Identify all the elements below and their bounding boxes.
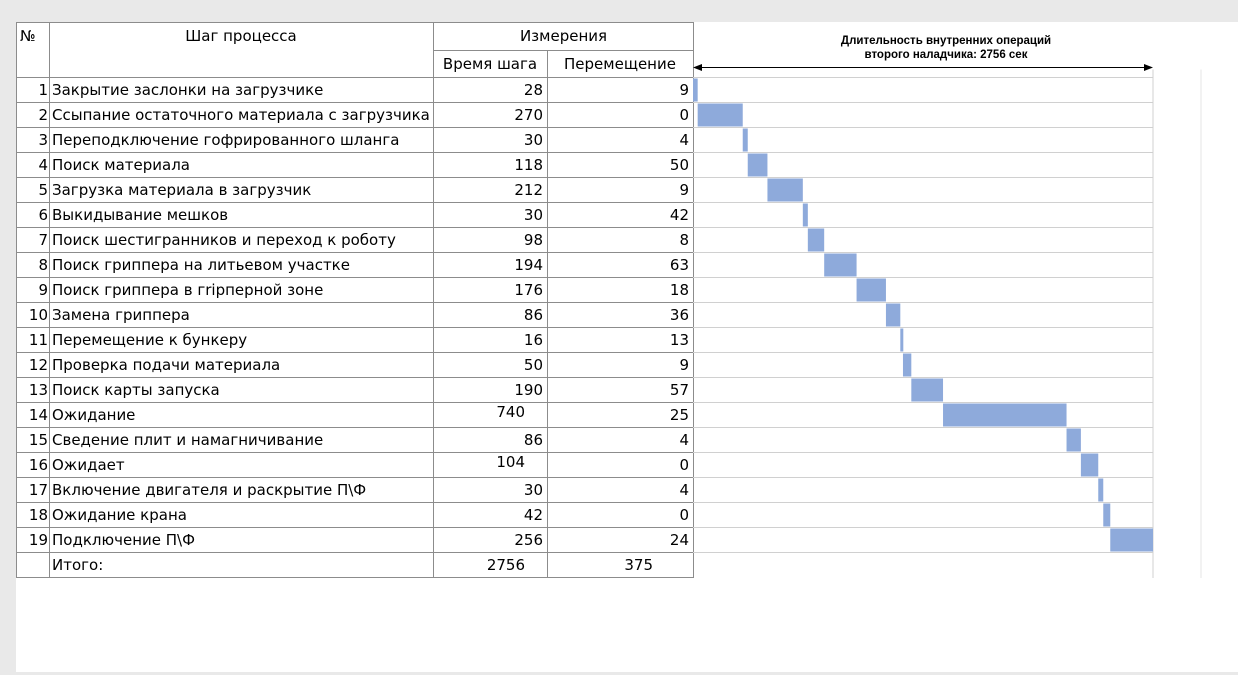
move-header: Перемещение — [547, 50, 694, 78]
gantt-bar — [1098, 478, 1104, 502]
step-name: Подключение П\Ф — [49, 527, 434, 553]
gantt-bar — [1103, 503, 1111, 527]
step-name: Поиск шестигранников и переход к роботу — [49, 227, 434, 253]
table-row: 12 Проверка подачи материала 50 9 — [16, 352, 694, 378]
total-time: 2756 — [433, 552, 548, 578]
step-time: 176 — [433, 277, 548, 303]
row-number: 10 — [16, 302, 50, 328]
table-row: 4 Поиск материала 118 50 — [16, 152, 694, 178]
gantt-bar — [824, 253, 857, 277]
gantt-bar — [697, 103, 743, 127]
step-move: 4 — [547, 127, 694, 153]
duration-arrow-right-head — [1144, 64, 1153, 71]
gantt-bar — [807, 228, 825, 252]
step-move: 9 — [547, 352, 694, 378]
table-row: 7 Поиск шестигранников и переход к роботу… — [16, 227, 694, 253]
gantt-bar — [900, 328, 904, 352]
step-name: Загрузка материала в загрузчик — [49, 177, 434, 203]
step-time: 740 — [433, 402, 548, 428]
step-time: 194 — [433, 252, 548, 278]
step-name: Поиск гриппера в гripперной зоне — [49, 277, 434, 303]
step-name: Переподключение гофрированного шланга — [49, 127, 434, 153]
table-row: 2 Ссыпание остаточного материала с загруз… — [16, 102, 694, 128]
step-move: 57 — [547, 377, 694, 403]
gantt-bar — [1080, 453, 1099, 477]
step-name: Ссыпание остаточного материала с загрузч… — [49, 102, 434, 128]
row-number: 13 — [16, 377, 50, 403]
step-move: 4 — [547, 427, 694, 453]
step-move: 50 — [547, 152, 694, 178]
table-row: 19 Подключение П\Ф 256 24 — [16, 527, 694, 553]
step-move: 0 — [547, 102, 694, 128]
step-time: 104 — [433, 452, 548, 478]
gantt-bar — [943, 403, 1067, 427]
step-name: Перемещение к бункеру — [49, 327, 434, 353]
step-move: 8 — [547, 227, 694, 253]
step-time: 50 — [433, 352, 548, 378]
table-row: 17 Включение двигателя и раскрытие П\Ф 30 4 — [16, 477, 694, 503]
table-row: 14 Ожидание 740 25 — [16, 402, 694, 428]
row-number: 15 — [16, 427, 50, 453]
gantt-bar — [767, 178, 803, 202]
table-row: 3 Переподключение гофрированного шланга 30… — [16, 127, 694, 153]
gantt-chart — [693, 64, 1202, 578]
gantt-bar — [902, 353, 912, 377]
gantt-bar — [742, 128, 748, 152]
step-time: 118 — [433, 152, 548, 178]
table-row: 9 Поиск гриппера в гripперной зоне 176 18 — [16, 277, 694, 303]
chart-title: Длительность внутренних операций второго… — [840, 35, 1052, 61]
gantt-bar — [693, 78, 698, 102]
step-name: Закрытие заслонки на загрузчике — [49, 77, 434, 103]
table-row: 11 Перемещение к бункеру 16 13 — [16, 327, 694, 353]
step-time: 86 — [433, 302, 548, 328]
step-name: Проверка подачи материала — [49, 352, 434, 378]
step-name: Ожидание — [49, 402, 434, 428]
step-time: 270 — [433, 102, 548, 128]
step-move: 9 — [547, 177, 694, 203]
step-name: Ожидание крана — [49, 502, 434, 528]
gantt-bar — [885, 303, 901, 327]
duration-arrow-left-head — [693, 64, 702, 71]
step-time: 256 — [433, 527, 548, 553]
gantt-bar — [747, 153, 768, 177]
process-table: № Шаг процесса Измерения Время шага Пере… — [16, 22, 694, 578]
step-name: Включение двигателя и раскрытие П\Ф — [49, 477, 434, 503]
gantt-bar — [1066, 428, 1081, 452]
table-row: 5 Загрузка материала в загрузчик 212 9 — [16, 177, 694, 203]
gantt-bar — [1110, 528, 1153, 552]
gantt-bar — [802, 203, 808, 227]
step-name: Ожидает — [49, 452, 434, 478]
step-move: 42 — [547, 202, 694, 228]
row-number: 12 — [16, 352, 50, 378]
step-header: Шаг процесса — [49, 22, 434, 78]
table-row: 16 Ожидает 104 0 — [16, 452, 694, 478]
step-time: 212 — [433, 177, 548, 203]
gantt-bar — [911, 378, 944, 402]
total-row: Итого: 2756 375 — [16, 552, 694, 578]
total-label: Итого: — [49, 552, 434, 578]
time-header: Время шага — [433, 50, 548, 78]
step-time: 28 — [433, 77, 548, 103]
total-move: 375 — [547, 552, 694, 578]
gantt-bar — [856, 278, 886, 302]
table-row: 18 Ожидание крана 42 0 — [16, 502, 694, 528]
num-header: № — [16, 22, 50, 78]
step-time: 98 — [433, 227, 548, 253]
step-move: 25 — [547, 402, 694, 428]
table-row: 1 Закрытие заслонки на загрузчике 28 9 — [16, 77, 694, 103]
step-name: Поиск материала — [49, 152, 434, 178]
row-number: 18 — [16, 502, 50, 528]
step-time: 42 — [433, 502, 548, 528]
row-number: 19 — [16, 527, 50, 553]
total-num-cell — [16, 552, 50, 578]
step-time: 16 — [433, 327, 548, 353]
row-number: 8 — [16, 252, 50, 278]
spreadsheet: № Шаг процесса Измерения Время шага Пере… — [16, 22, 1238, 672]
step-move: 0 — [547, 452, 694, 478]
